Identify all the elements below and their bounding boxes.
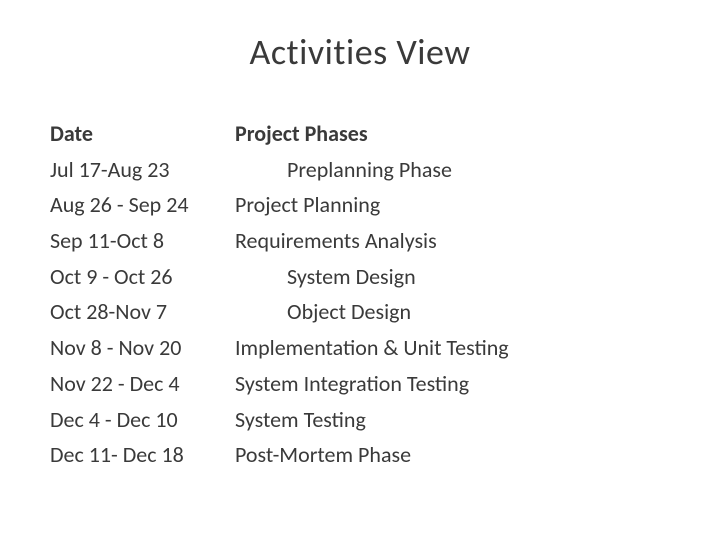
header-phase: Project Phases bbox=[235, 119, 670, 149]
cell-date: Oct 9 - Oct 26 bbox=[50, 262, 235, 292]
cell-date: Dec 11- Dec 18 bbox=[50, 440, 235, 470]
cell-phase: Object Design bbox=[235, 297, 670, 327]
table-row: Nov 8 - Nov 20Implementation & Unit Test… bbox=[50, 333, 670, 363]
cell-phase: Implementation & Unit Testing bbox=[235, 333, 670, 363]
cell-phase: System Integration Testing bbox=[235, 369, 670, 399]
activities-table: Date Project Phases Jul 17-Aug 23Preplan… bbox=[50, 119, 670, 470]
table-row: Dec 4 - Dec 10System Testing bbox=[50, 405, 670, 435]
cell-phase: Requirements Analysis bbox=[235, 226, 670, 256]
table-row: Oct 9 - Oct 26System Design bbox=[50, 262, 670, 292]
table-row: Aug 26 - Sep 24Project Planning bbox=[50, 190, 670, 220]
cell-date: Nov 22 - Dec 4 bbox=[50, 369, 235, 399]
cell-date: Aug 26 - Sep 24 bbox=[50, 190, 235, 220]
cell-phase: Preplanning Phase bbox=[235, 155, 670, 185]
header-date: Date bbox=[50, 119, 235, 149]
cell-date: Dec 4 - Dec 10 bbox=[50, 405, 235, 435]
table-row: Jul 17-Aug 23Preplanning Phase bbox=[50, 155, 670, 185]
cell-date: Oct 28-Nov 7 bbox=[50, 297, 235, 327]
table-header-row: Date Project Phases bbox=[50, 119, 670, 149]
cell-date: Sep 11-Oct 8 bbox=[50, 226, 235, 256]
cell-phase: Post-Mortem Phase bbox=[235, 440, 670, 470]
cell-phase: System Design bbox=[235, 262, 670, 292]
cell-phase: Project Planning bbox=[235, 190, 670, 220]
table-row: Nov 22 - Dec 4System Integration Testing bbox=[50, 369, 670, 399]
table-row: Sep 11-Oct 8Requirements Analysis bbox=[50, 226, 670, 256]
page-title: Activities View bbox=[50, 30, 670, 74]
cell-date: Jul 17-Aug 23 bbox=[50, 155, 235, 185]
table-row: Dec 11- Dec 18Post-Mortem Phase bbox=[50, 440, 670, 470]
cell-phase: System Testing bbox=[235, 405, 670, 435]
table-row: Oct 28-Nov 7Object Design bbox=[50, 297, 670, 327]
cell-date: Nov 8 - Nov 20 bbox=[50, 333, 235, 363]
table-body: Jul 17-Aug 23Preplanning PhaseAug 26 - S… bbox=[50, 155, 670, 470]
